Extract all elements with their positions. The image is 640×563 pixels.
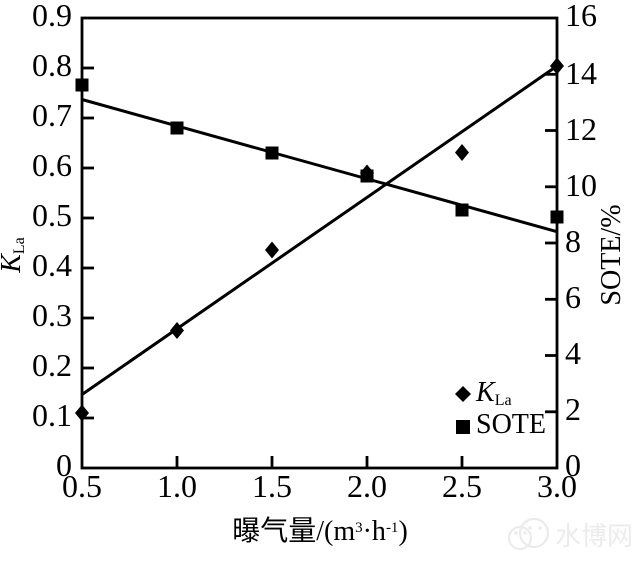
svg-text:0.2: 0.2 bbox=[32, 347, 72, 383]
svg-text:2: 2 bbox=[565, 391, 581, 427]
svg-text:0: 0 bbox=[565, 447, 581, 483]
svg-text:水博网: 水博网 bbox=[555, 521, 633, 551]
svg-text:6: 6 bbox=[565, 279, 581, 315]
svg-text:14: 14 bbox=[565, 55, 597, 91]
svg-text:0: 0 bbox=[56, 447, 72, 483]
svg-text:0.1: 0.1 bbox=[32, 397, 72, 433]
svg-text:0.9: 0.9 bbox=[32, 0, 72, 33]
svg-text:16: 16 bbox=[565, 0, 597, 33]
svg-text:1.0: 1.0 bbox=[157, 468, 197, 504]
svg-text:0.6: 0.6 bbox=[32, 147, 72, 183]
svg-text:0.4: 0.4 bbox=[32, 247, 72, 283]
svg-text:4: 4 bbox=[565, 335, 581, 371]
svg-text:0.8: 0.8 bbox=[32, 47, 72, 83]
svg-text:SOTE/%: SOTE/% bbox=[596, 204, 627, 305]
svg-text:8: 8 bbox=[565, 223, 581, 259]
svg-text:2.0: 2.0 bbox=[347, 468, 387, 504]
svg-text:12: 12 bbox=[565, 111, 597, 147]
svg-text:SOTE: SOTE bbox=[476, 409, 546, 440]
svg-text:1.5: 1.5 bbox=[252, 468, 292, 504]
svg-text:0.7: 0.7 bbox=[32, 97, 72, 133]
svg-text:KLa: KLa bbox=[475, 377, 512, 409]
svg-text:2.5: 2.5 bbox=[442, 468, 482, 504]
svg-text:0.5: 0.5 bbox=[32, 197, 72, 233]
svg-text:10: 10 bbox=[565, 167, 597, 203]
svg-text:曝气量/(m3·h-1): 曝气量/(m3·h-1) bbox=[232, 515, 408, 547]
svg-text:0.3: 0.3 bbox=[32, 297, 72, 333]
svg-text:KLa: KLa bbox=[0, 237, 28, 274]
